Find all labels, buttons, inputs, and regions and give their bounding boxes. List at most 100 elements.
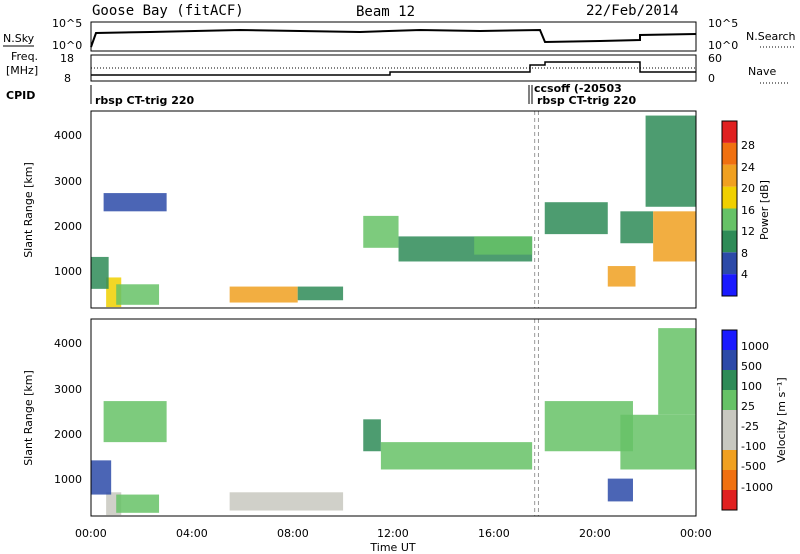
power-colorbar-cell-4	[722, 186, 737, 209]
velocity-heatmap	[91, 319, 696, 516]
velocity-colorbar-ticks: -1000 -500 -100 -25 25 100 500 1000	[741, 340, 773, 494]
cpid-event-2: rbsp CT-trig 220	[537, 94, 637, 107]
velocity-region-10	[658, 328, 696, 415]
power-colorbar-cell-5	[722, 164, 737, 187]
velocity-cbtick-100: 100	[741, 380, 762, 393]
xtick-6: 00:00	[680, 527, 712, 540]
velocity-colorbar-cell-6	[722, 370, 737, 390]
velocity-region-4	[229, 492, 344, 511]
noise-tick-bottom: 10^0	[52, 39, 82, 52]
xtick-1: 04:00	[176, 527, 208, 540]
velocity-colorbar-cell-4	[722, 410, 737, 430]
power-cbtick-20: 20	[741, 182, 755, 195]
velocity-cbtick-m500: -500	[741, 460, 766, 473]
velocity-ylabel: Slant Range [km]	[22, 370, 35, 466]
x-axis-label: Time UT	[369, 541, 415, 554]
velocity-region-5	[363, 419, 381, 452]
cpid-event-1: rbsp CT-trig 220	[95, 94, 195, 107]
freq-trace	[91, 61, 696, 76]
power-colorbar-ticks: 4 8 12 16 20 24 28	[741, 139, 755, 281]
nsearch-label: N.Search	[746, 30, 796, 43]
velocity-colorbar-cell-7	[722, 350, 737, 370]
cpid-label: CPID	[6, 89, 35, 102]
noise-panel-frame	[90, 21, 697, 52]
power-region-3	[103, 193, 167, 212]
beam-title: Beam 12	[356, 4, 415, 20]
date-title: 22/Feb/2014	[586, 3, 679, 19]
cpid-event-3: ccsoff (-20503	[534, 82, 622, 95]
velocity-region-1	[91, 460, 112, 495]
velocity-region-9	[620, 414, 696, 470]
velocity-region-6	[380, 442, 533, 470]
power-region-10	[607, 266, 636, 287]
x-axis-ticks: 00:00 04:00 08:00 12:00 16:00 20:00 00:0…	[75, 527, 712, 540]
xtick-4: 16:00	[478, 527, 510, 540]
power-region-9	[544, 202, 608, 235]
power-colorbar-cell-2	[722, 230, 737, 253]
power-cbtick-4: 4	[741, 268, 748, 281]
power-region-12	[653, 211, 696, 262]
power-region-2	[116, 284, 160, 305]
velocity-cbtick-m100: -100	[741, 440, 766, 453]
noise-tick-top: 10^5	[52, 17, 82, 30]
xtick-3: 12:00	[377, 527, 409, 540]
power-cbtick-16: 16	[741, 204, 755, 217]
power-ytick-4000: 4000	[54, 129, 82, 142]
velocity-ytick-2000: 2000	[54, 428, 82, 441]
power-ytick-2000: 2000	[54, 220, 82, 233]
power-ylabel: Slant Range [km]	[22, 162, 35, 258]
xtick-0: 00:00	[75, 527, 107, 540]
power-colorbar-cell-7	[722, 121, 737, 143]
freq-tick-bottom: 8	[64, 72, 71, 85]
power-region-8	[474, 236, 533, 255]
velocity-panel-frame	[90, 318, 697, 517]
velocity-ytick-4000: 4000	[54, 337, 82, 350]
nave-tick-bottom: 0	[708, 72, 715, 85]
velocity-colorbar	[721, 329, 738, 511]
power-cbtick-28: 28	[741, 139, 755, 152]
power-region-5	[297, 286, 344, 301]
velocity-cbtick-500: 500	[741, 360, 762, 373]
power-region-4	[229, 286, 298, 303]
velocity-ytick-3000: 3000	[54, 383, 82, 396]
power-colorbar-cell-1	[722, 252, 737, 275]
freq-tick-top: 18	[60, 52, 74, 65]
nsky-label: N.Sky	[3, 32, 35, 45]
nave-tick-top: 60	[708, 52, 722, 65]
velocity-colorbar-cell-3	[722, 430, 737, 450]
velocity-cbtick-25: 25	[741, 400, 755, 413]
power-colorbar	[721, 120, 738, 297]
velocity-region-8	[607, 478, 633, 502]
power-cbtick-12: 12	[741, 225, 755, 238]
velocity-colorbar-cell-8	[722, 330, 737, 350]
velocity-colorbar-cell-5	[722, 390, 737, 410]
power-heatmap	[91, 111, 696, 308]
power-colorbar-cell-0	[722, 274, 737, 296]
power-region-6	[363, 215, 399, 248]
xtick-5: 20:00	[579, 527, 611, 540]
velocity-colorbar-label: Velocity [m s⁻¹]	[775, 377, 788, 462]
velocity-colorbar-cell-1	[722, 470, 737, 490]
velocity-region-2	[116, 494, 160, 513]
velocity-colorbar-frame	[721, 329, 738, 511]
power-colorbar-cell-3	[722, 208, 737, 231]
velocity-cbtick-m1000: -1000	[741, 481, 773, 494]
noise-right-tick-top: 10^5	[708, 17, 738, 30]
freq-label-line2: [MHz]	[6, 64, 38, 77]
velocity-ytick-1000: 1000	[54, 473, 82, 486]
velocity-region-3	[103, 401, 167, 443]
power-ytick-1000: 1000	[54, 265, 82, 278]
power-panel-frame	[90, 110, 697, 309]
power-ytick-3000: 3000	[54, 175, 82, 188]
xtick-2: 08:00	[277, 527, 309, 540]
noise-right-tick-bottom: 10^0	[708, 39, 738, 52]
power-region-11	[620, 211, 654, 244]
power-region-1	[91, 256, 109, 289]
velocity-colorbar-cell-2	[722, 450, 737, 470]
power-cbtick-24: 24	[741, 161, 755, 174]
power-colorbar-cell-6	[722, 142, 737, 165]
nsky-trace	[90, 28, 697, 48]
velocity-cbtick-m25: -25	[741, 420, 759, 433]
freq-label-line1: Freq.	[11, 50, 38, 63]
